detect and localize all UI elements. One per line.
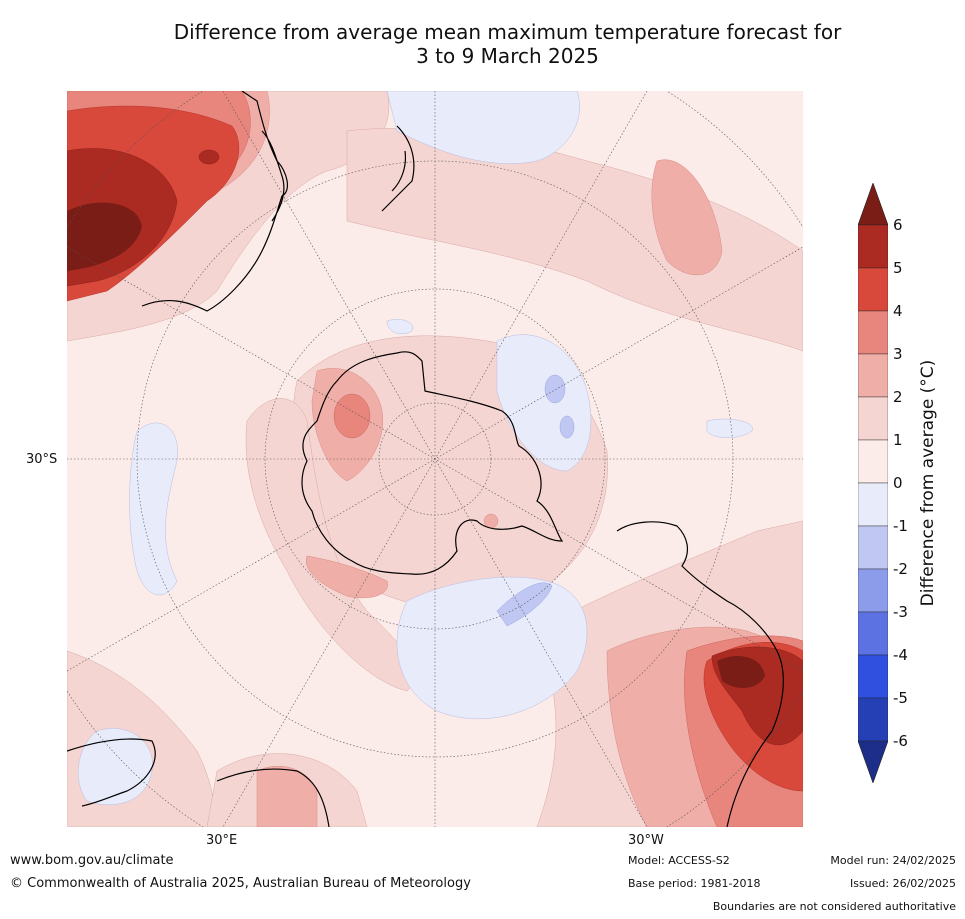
anomaly-above-6-regions: [67, 202, 765, 688]
south-america-coast: [616, 521, 784, 827]
colorbar-tick-label: 5: [893, 259, 903, 277]
map-title: Difference from average mean maximum tem…: [0, 20, 965, 68]
lon-label-30w: 30°W: [628, 833, 664, 848]
title-line-1: Difference from average mean maximum tem…: [173, 20, 842, 44]
colorbar-tick-label: -6: [893, 732, 908, 750]
issued-text: Issued: 26/02/2025: [849, 877, 956, 890]
colorbar-band: [857, 611, 889, 656]
australia-coast: [141, 91, 289, 312]
colorbar-tick-label: 6: [893, 216, 903, 234]
disclaimer-text: Boundaries are not considered authoritat…: [712, 900, 956, 913]
colorbar-band: [857, 568, 889, 613]
colorbar-tick-label: -5: [893, 689, 908, 707]
colorbar-band: [857, 525, 889, 570]
southern-africa-coast: [67, 738, 330, 827]
colorbar-extend-min: [857, 740, 889, 784]
title-line-2: 3 to 9 March 2025: [416, 44, 599, 68]
copyright-text: © Commonwealth of Australia 2025, Austra…: [10, 876, 471, 891]
colorbar-tick-label: 4: [893, 302, 903, 320]
colorbar-tick-label: 0: [893, 474, 903, 492]
model-run-text: Model run: 24/02/2025: [830, 854, 956, 867]
coastlines: [67, 91, 784, 827]
website-link[interactable]: www.bom.gov.au/climate: [10, 853, 174, 868]
colorbar-label: Difference from average (°C): [918, 359, 938, 607]
colorbar-tick-label: 1: [893, 431, 903, 449]
colorbar-tick-label: -1: [893, 517, 908, 535]
colorbar-tick-label: -4: [893, 646, 908, 664]
colorbar-band: [857, 697, 889, 742]
map-svg: [67, 91, 803, 827]
new-zealand-coast: [381, 125, 415, 212]
colorbar-tick-label: -2: [893, 560, 908, 578]
colorbar-tick-label: 3: [893, 345, 903, 363]
lon-label-30e: 30°E: [206, 833, 238, 848]
temperature-anomaly-map: [67, 91, 803, 827]
graticule: [67, 91, 803, 827]
colorbar-band: [857, 267, 889, 312]
colorbar-band: [857, 482, 889, 527]
model-text: Model: ACCESS-S2: [628, 854, 730, 867]
colorbar-band: [857, 224, 889, 269]
colorbar-tick-label: -3: [893, 603, 908, 621]
base-period-text: Base period: 1981-2018: [628, 877, 761, 890]
colorbar-band: [857, 654, 889, 699]
colorbar-svg: [857, 182, 889, 784]
lat-label-30s: 30°S: [26, 452, 58, 467]
colorbar-band: [857, 353, 889, 398]
colorbar-band: [857, 310, 889, 355]
anomaly-minus1-to-minus2-regions: [496, 374, 575, 627]
colorbar: [857, 182, 889, 784]
colorbar-extend-max: [857, 182, 889, 226]
colorbar-band: [857, 439, 889, 484]
antarctica-coast: [301, 351, 564, 575]
colorbar-tick-label: 2: [893, 388, 903, 406]
colorbar-band: [857, 396, 889, 441]
